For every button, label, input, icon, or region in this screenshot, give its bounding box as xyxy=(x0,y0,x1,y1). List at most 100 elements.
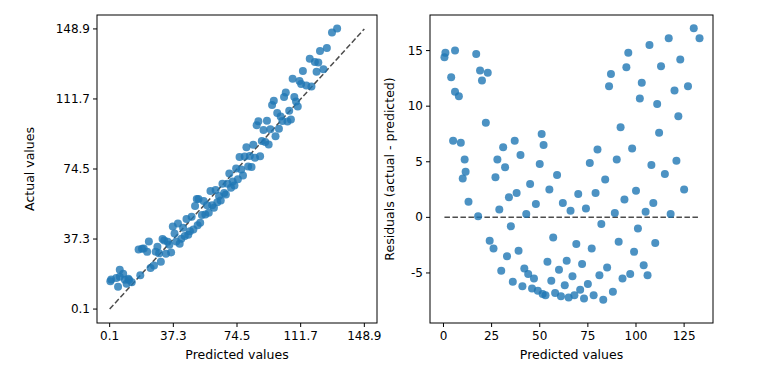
y-tick-label: 10 xyxy=(408,99,423,113)
figure: 0.137.374.5111.7148.90.137.374.5111.7148… xyxy=(0,0,764,377)
scatter-point xyxy=(307,83,315,91)
y-tick-label: 0.1 xyxy=(71,302,90,316)
scatter-point xyxy=(465,198,473,206)
scatter-point xyxy=(592,189,600,197)
x-tick-label: 75 xyxy=(580,329,595,343)
plot-area xyxy=(440,24,703,303)
scatter-point xyxy=(482,119,490,127)
y-tick xyxy=(93,98,97,99)
scatter-point xyxy=(617,123,625,131)
scatter-point xyxy=(559,199,567,207)
y-tick xyxy=(93,169,97,170)
scatter-point xyxy=(294,102,302,110)
x-tick xyxy=(173,323,174,327)
scatter-point xyxy=(222,190,230,198)
x-tick-label: 148.9 xyxy=(347,329,381,343)
scatter-point xyxy=(497,267,505,275)
scatter-point xyxy=(191,202,199,210)
y-tick xyxy=(93,239,97,240)
scatter-point xyxy=(670,87,678,95)
plot-frame xyxy=(97,15,377,323)
y-tick-label: 74.5 xyxy=(63,162,90,176)
scatter-point xyxy=(609,288,617,296)
scatter-point xyxy=(114,283,122,291)
scatter-point xyxy=(515,247,523,255)
scatter-point xyxy=(645,41,653,49)
scatter-point xyxy=(626,270,634,278)
x-tick xyxy=(635,323,636,327)
scatter-point xyxy=(449,137,457,145)
y-tick-label: 111.7 xyxy=(56,92,90,106)
scatter-point xyxy=(636,94,644,102)
y-axis-label: Residuals (actual - predicted) xyxy=(382,77,397,260)
x-tick-label: 125 xyxy=(673,329,696,343)
scatter-point xyxy=(503,252,511,260)
x-tick xyxy=(237,323,238,327)
y-tick xyxy=(426,217,430,218)
scatter-point xyxy=(499,143,507,151)
scatter-point xyxy=(155,249,163,257)
scatter-point xyxy=(574,190,582,198)
scatter-point xyxy=(143,248,151,256)
scatter-point xyxy=(542,291,550,299)
scatter-point xyxy=(314,58,322,66)
scatter-point xyxy=(597,220,605,228)
scatter-point xyxy=(613,156,621,164)
scatter-point xyxy=(526,180,534,188)
x-tick-label: 111.7 xyxy=(283,329,317,343)
scatter-point xyxy=(640,261,648,269)
scatter-point xyxy=(674,112,682,120)
scatter-point xyxy=(260,126,268,134)
scatter-point xyxy=(599,296,607,304)
scatter-point xyxy=(607,70,615,78)
scatter-point xyxy=(522,210,530,218)
scatter-point xyxy=(441,49,449,57)
scatter-point xyxy=(513,189,521,197)
scatter-point xyxy=(611,209,619,217)
scatter-point xyxy=(136,271,144,279)
scatter-point xyxy=(620,196,628,204)
scatter-point xyxy=(509,278,517,286)
scatter-point xyxy=(661,170,669,178)
scatter-point xyxy=(684,82,692,90)
x-tick xyxy=(539,323,540,327)
scatter-point xyxy=(557,292,565,300)
scatter-point xyxy=(553,171,561,179)
scatter-point xyxy=(588,245,596,253)
scatter-point xyxy=(478,77,486,85)
scatter-point xyxy=(568,272,576,280)
scatter-point xyxy=(665,34,673,42)
y-axis-label: Actual values xyxy=(22,127,37,211)
scatter-point xyxy=(491,173,499,181)
scatter-point xyxy=(538,130,546,138)
x-tick-label: 25 xyxy=(484,329,499,343)
scatter-point xyxy=(590,291,598,299)
y-tick-label: 0 xyxy=(415,210,423,224)
scatter-point xyxy=(624,49,632,57)
scatter-point xyxy=(545,186,553,194)
scatter-point xyxy=(630,248,638,256)
chart-panel: 0.137.374.5111.7148.90.137.374.5111.7148… xyxy=(22,15,382,362)
x-tick-label: 50 xyxy=(532,329,547,343)
scatter-point xyxy=(690,24,698,32)
scatter-point xyxy=(511,137,519,145)
scatter-point xyxy=(672,157,680,165)
zero-line xyxy=(444,217,699,219)
y-tick-label: 148.9 xyxy=(56,22,90,36)
y-tick-label: 37.3 xyxy=(63,232,90,246)
scatter-point xyxy=(486,237,494,245)
scatter-point xyxy=(567,207,575,215)
y-tick-label: -5 xyxy=(411,266,423,280)
scatter-point xyxy=(649,199,657,207)
identity-line xyxy=(110,29,365,309)
x-tick xyxy=(364,323,365,327)
scatter-point xyxy=(676,55,684,63)
scatter-point xyxy=(644,271,652,279)
scatter-point xyxy=(495,206,503,214)
scatter-point xyxy=(507,222,515,230)
scatter-point xyxy=(595,271,603,279)
scatter-point xyxy=(540,141,548,149)
x-tick xyxy=(491,323,492,327)
scatter-point xyxy=(225,170,233,178)
scatter-point xyxy=(601,176,609,184)
